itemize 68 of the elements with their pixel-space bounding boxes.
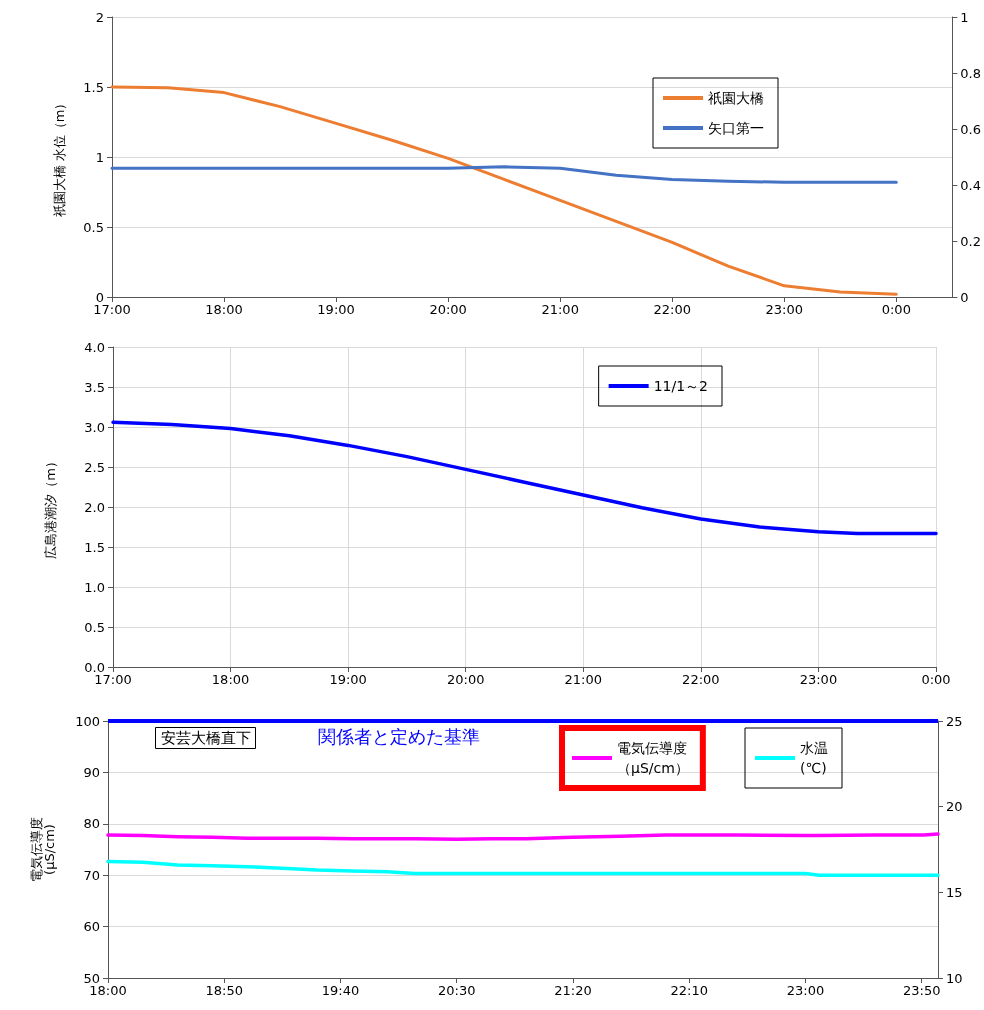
y-tick-label: 2 [95,9,104,25]
y2-tick-label: 15 [946,884,963,900]
line-series [106,859,940,877]
y-tick-label: 60 [83,919,100,935]
y-tick-label: 1.0 [84,579,105,595]
x-tick-label: 21:00 [564,672,603,687]
x-tick-label: 18:00 [89,983,127,998]
x-tick-label: 20:00 [446,672,485,687]
x-tick-label: 17:00 [93,302,131,317]
y2-tick-label: 0.4 [960,177,982,193]
legend-label: 電気伝導度（μS/cm） [617,740,689,776]
y-tick-label: 0.0 [84,659,105,675]
x-tick-label: 18:50 [205,983,243,998]
x-tick-label: 20:30 [438,983,476,998]
y-tick-label: 1.5 [83,79,104,95]
x-tick-label: 19:00 [329,672,367,687]
x-tick-label: 19:40 [321,983,360,998]
x-tick-label: 20:00 [429,302,467,317]
ref-line-label: 関係者と定めた基準 [318,725,480,747]
y2-tick-label: 25 [946,713,963,729]
y-axis-title: 電気伝導度 (μS/cm) [29,817,57,882]
y-tick-label: 4.0 [84,339,105,355]
x-tick-label: 22:00 [653,302,691,317]
y2-tick-label: 0.8 [960,65,982,81]
x-tick-label: 18:00 [205,302,243,317]
y-tick-label: 1.5 [84,539,105,555]
y2-tick-label: 0 [960,289,969,305]
y2-tick-label: 0.2 [960,233,982,249]
y-axis-title: 広島港潮汐（m） [43,455,58,559]
line-series [111,420,938,536]
y-tick-label: 2.0 [84,499,105,515]
x-tick-label: 19:00 [317,302,355,317]
x-tick-label: 21:20 [554,983,592,998]
x-tick-label: 23:50 [902,983,941,998]
x-tick-label: 17:00 [94,672,132,687]
y-tick-label: 3.5 [84,379,105,395]
x-tick-label: 23:00 [799,672,838,687]
annotation: 安芸大橋直下 [160,729,251,747]
y-tick-label: 3.0 [84,419,105,435]
y-tick-label: 100 [75,713,100,729]
x-tick-label: 18:00 [211,672,250,687]
line-series [110,85,898,296]
line-series [110,165,898,184]
legend-label: 水温(℃) [800,740,828,776]
y2-tick-label: 10 [946,970,963,986]
legend-label: 11/1～2 [653,378,709,394]
y-tick-label: 0 [95,289,104,305]
x-tick-label: 21:00 [541,302,579,317]
x-tick-label: 23:00 [786,983,825,998]
y-tick-label: 80 [83,816,100,832]
y-tick-label: 2.5 [84,459,105,475]
y-tick-label: 0.5 [83,219,104,235]
legend-label: 矢口第一 [708,120,764,136]
x-tick-label: 23:00 [765,302,803,317]
y2-tick-label: 1 [960,9,969,25]
y-tick-label: 90 [83,764,100,780]
y2-tick-label: 0.6 [960,121,982,137]
y2-tick-label: 20 [946,799,963,815]
x-tick-label: 0:00 [921,672,951,687]
y-tick-label: 0.5 [84,619,105,635]
x-tick-label: 22:00 [682,672,720,687]
x-tick-label: 0:00 [881,302,911,317]
y-axis-title: 祇園大橋 水位（m） [52,96,67,218]
y-tick-label: 1 [95,149,104,165]
legend-label: 祇園大橋 [708,90,764,106]
y-tick-label: 70 [83,867,100,883]
y-tick-label: 50 [83,970,100,986]
x-tick-label: 22:10 [670,983,708,998]
